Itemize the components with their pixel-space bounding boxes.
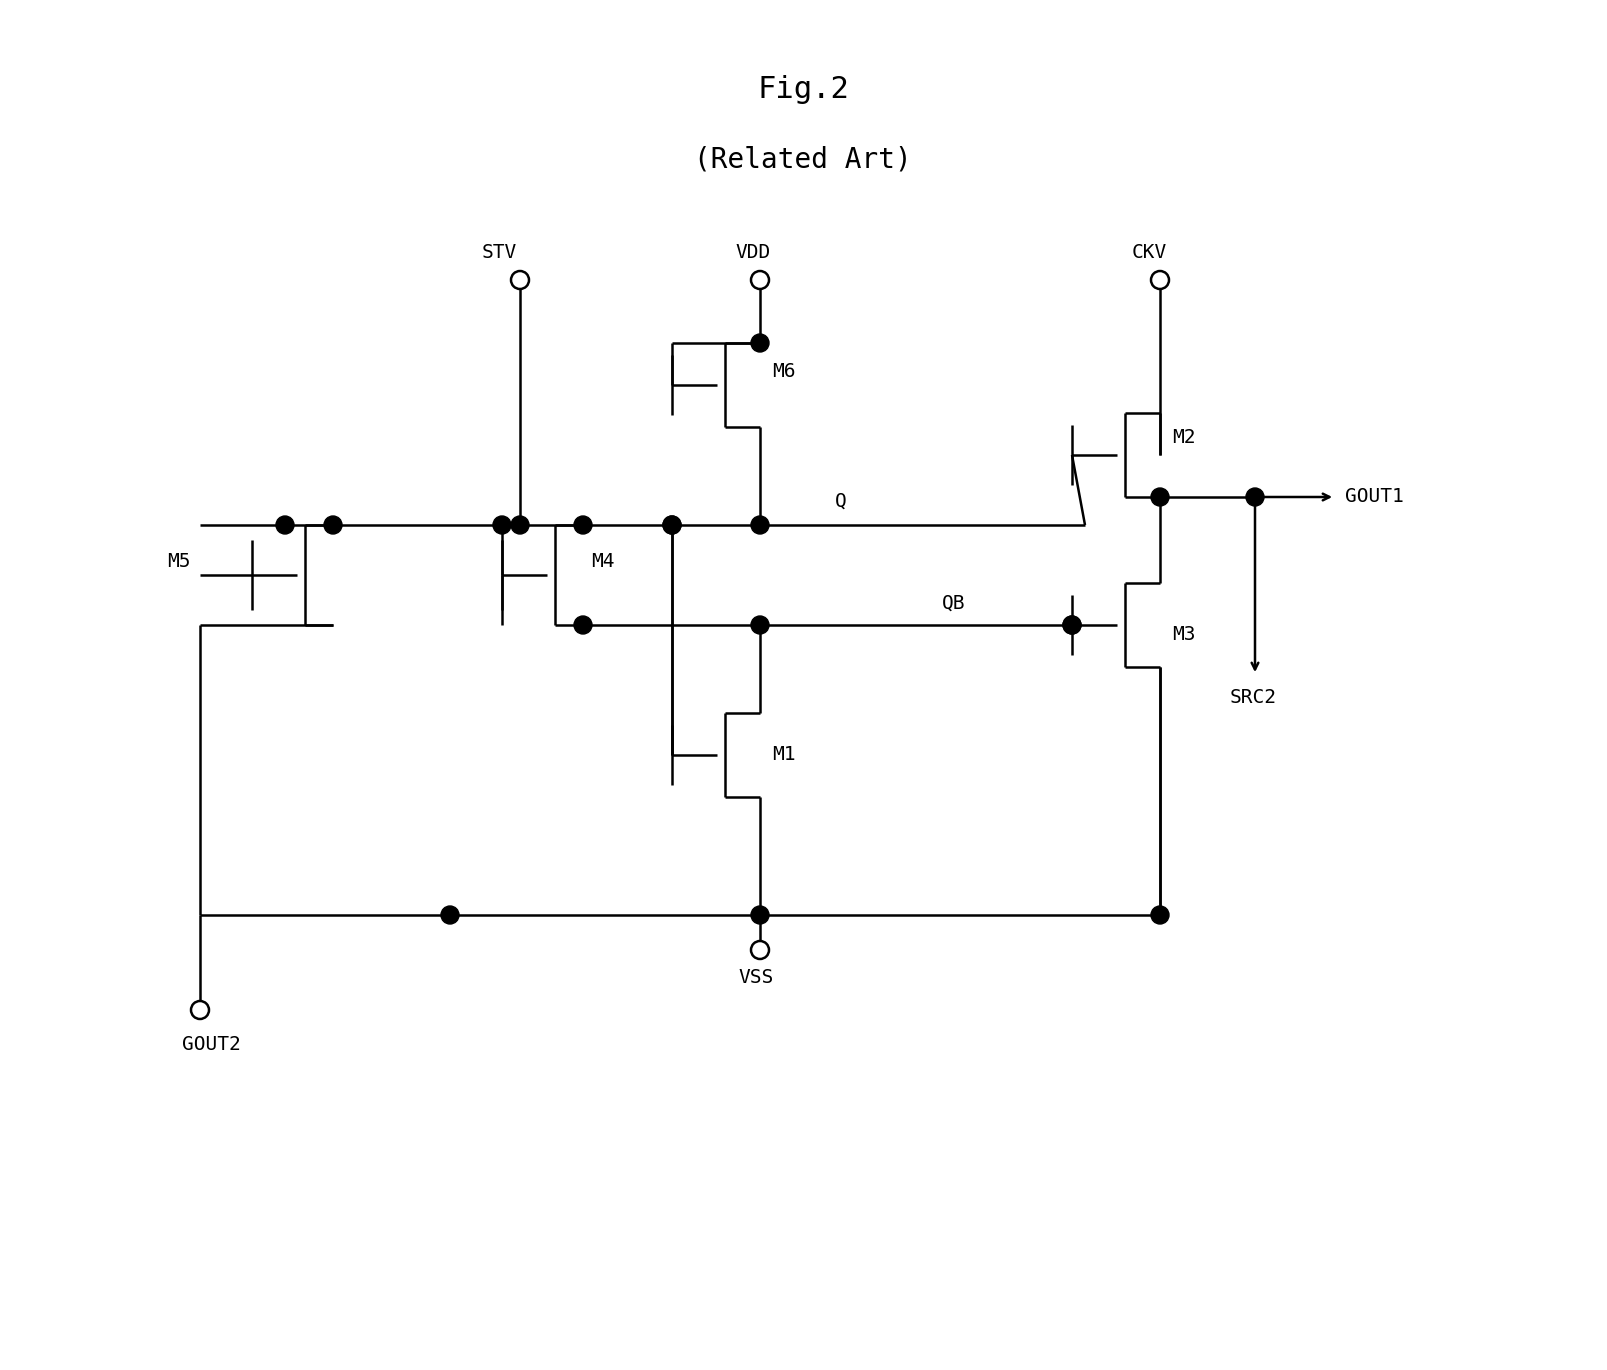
Text: (Related Art): (Related Art) [694, 147, 911, 174]
Text: VDD: VDD [734, 242, 770, 262]
Text: M6: M6 [771, 362, 795, 381]
Text: STV: STV [482, 242, 517, 262]
Circle shape [750, 906, 770, 923]
Circle shape [750, 334, 770, 352]
Circle shape [664, 516, 681, 534]
Circle shape [750, 516, 770, 534]
Text: SRC2: SRC2 [1229, 688, 1278, 707]
Text: GOUT1: GOUT1 [1345, 488, 1405, 507]
Text: Fig.2: Fig.2 [757, 75, 848, 104]
Circle shape [1151, 906, 1168, 923]
Circle shape [511, 516, 529, 534]
Text: M4: M4 [591, 552, 614, 571]
Circle shape [1151, 271, 1168, 289]
Circle shape [276, 516, 294, 534]
Circle shape [1245, 488, 1265, 506]
Text: M2: M2 [1172, 427, 1196, 447]
Circle shape [574, 616, 591, 634]
Text: CKV: CKV [1131, 242, 1167, 262]
Circle shape [1151, 488, 1168, 506]
Text: GOUT2: GOUT2 [182, 1034, 241, 1054]
Text: M1: M1 [771, 745, 795, 764]
Circle shape [191, 1001, 209, 1019]
Circle shape [1062, 616, 1082, 634]
Circle shape [493, 516, 511, 534]
Circle shape [750, 941, 770, 959]
Text: M5: M5 [167, 552, 191, 571]
Circle shape [325, 516, 342, 534]
Circle shape [664, 516, 681, 534]
Text: M3: M3 [1172, 625, 1196, 644]
Text: Q: Q [836, 492, 847, 511]
Circle shape [511, 271, 529, 289]
Text: VSS: VSS [738, 969, 773, 986]
Circle shape [440, 906, 460, 923]
Circle shape [750, 616, 770, 634]
Circle shape [1062, 616, 1082, 634]
Text: QB: QB [942, 595, 966, 612]
Circle shape [750, 271, 770, 289]
Circle shape [574, 516, 591, 534]
